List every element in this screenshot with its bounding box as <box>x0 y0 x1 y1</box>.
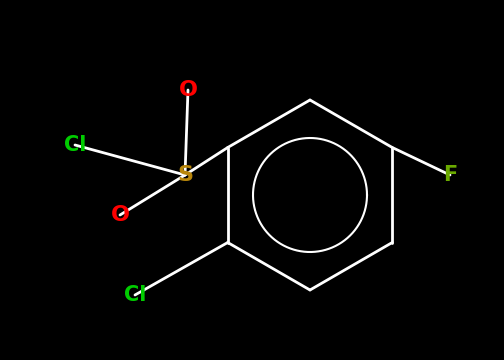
Text: F: F <box>443 165 457 185</box>
Text: O: O <box>178 80 198 100</box>
Text: Cl: Cl <box>124 285 146 305</box>
Text: O: O <box>110 205 130 225</box>
Text: Cl: Cl <box>64 135 86 155</box>
Text: S: S <box>177 165 193 185</box>
